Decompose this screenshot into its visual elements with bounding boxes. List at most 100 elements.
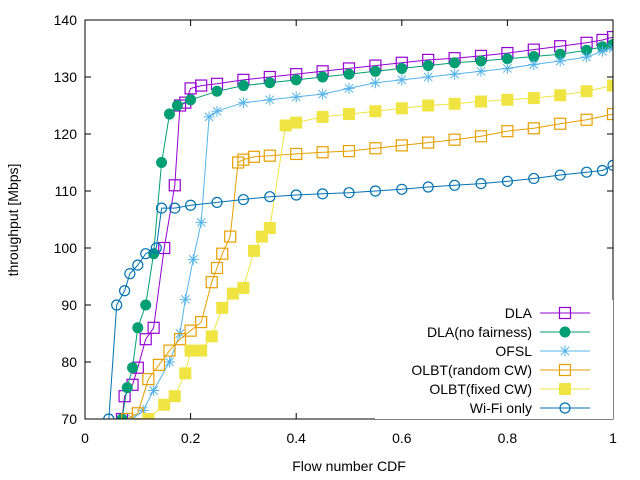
data-point <box>121 412 134 419</box>
data-point <box>607 159 613 171</box>
legend-marker <box>559 383 571 395</box>
data-point <box>580 166 593 178</box>
data-point <box>103 413 115 419</box>
data-point <box>155 202 168 214</box>
data-point <box>396 74 408 86</box>
data-point <box>396 183 408 195</box>
data-point <box>395 139 408 152</box>
data-point <box>237 80 249 92</box>
data-point <box>581 51 593 63</box>
data-point <box>581 44 593 56</box>
data-point <box>140 248 152 260</box>
data-point <box>195 344 208 357</box>
data-point <box>279 119 292 132</box>
y-tick-label: 130 <box>54 69 78 85</box>
legend-entry: DLA(no fairness) <box>427 324 590 340</box>
data-point <box>290 91 302 103</box>
data-point <box>264 191 276 203</box>
data-point <box>528 50 540 62</box>
legend-entry: OLBT(fixed CW) <box>429 381 590 397</box>
legend-label: OFSL <box>495 343 532 359</box>
data-point <box>554 55 566 67</box>
data-point <box>216 247 229 260</box>
y-tick-label: 110 <box>55 183 78 199</box>
data-point <box>580 113 593 126</box>
x-tick-label: 0 <box>81 430 89 446</box>
data-point <box>527 122 540 135</box>
data-point <box>111 299 123 311</box>
data-point <box>554 48 566 60</box>
series-2 <box>127 43 613 419</box>
data-point <box>184 324 197 337</box>
data-point <box>187 253 199 265</box>
data-point <box>501 53 513 65</box>
legend-label: DLA <box>505 305 533 321</box>
data-point <box>185 199 197 211</box>
data-point <box>211 105 223 117</box>
data-point <box>448 133 461 146</box>
data-point <box>168 390 181 403</box>
data-point <box>501 125 514 138</box>
data-point <box>528 58 540 70</box>
data-point <box>124 268 136 280</box>
data-point <box>179 293 191 305</box>
data-point <box>184 344 197 357</box>
data-point <box>237 97 249 109</box>
legend-entry: OLBT(random CW) <box>411 362 590 378</box>
data-point <box>142 413 155 419</box>
data-point <box>173 333 187 346</box>
data-point <box>224 230 237 243</box>
legend-entry: OFSL <box>495 343 590 359</box>
series-line <box>132 48 613 419</box>
data-point <box>237 193 249 206</box>
data-point <box>317 88 329 100</box>
data-point <box>158 241 171 255</box>
data-point <box>422 99 435 112</box>
data-point <box>290 189 302 201</box>
legend-label: DLA(no fairness) <box>427 324 532 340</box>
legend-marker <box>559 345 571 357</box>
data-point <box>596 164 609 177</box>
data-point <box>606 31 613 44</box>
data-point <box>195 79 208 92</box>
data-point <box>475 177 487 190</box>
data-point <box>171 100 183 111</box>
data-point <box>475 95 487 108</box>
legend: DLA DLA(no fairness) OFSL OLBT(random CW) OL… <box>375 300 613 419</box>
series-layer <box>103 31 613 419</box>
data-point <box>203 111 215 123</box>
data-point <box>158 398 171 411</box>
data-point <box>343 187 355 199</box>
data-point <box>142 373 155 386</box>
series-line <box>126 113 613 419</box>
data-point <box>118 285 131 297</box>
legend-entry: DLA <box>505 305 590 321</box>
data-point <box>343 68 355 80</box>
data-point <box>211 85 223 97</box>
data-point <box>127 362 139 374</box>
legend-marker <box>559 402 571 414</box>
data-point <box>449 57 461 69</box>
legend-entry: Wi-Fi only <box>470 400 590 416</box>
series-line <box>121 36 613 419</box>
data-point <box>554 169 566 181</box>
data-point <box>237 281 250 294</box>
data-point <box>396 62 408 74</box>
data-point <box>369 105 382 118</box>
data-point <box>148 385 160 396</box>
legend-background <box>375 300 613 419</box>
series-3 <box>121 107 613 419</box>
y-tick-label: 140 <box>54 12 78 28</box>
data-point <box>264 77 276 89</box>
data-point <box>527 92 540 105</box>
data-point <box>195 316 208 329</box>
x-tick-label: 0.8 <box>498 430 518 446</box>
data-point <box>395 102 408 115</box>
data-point <box>132 259 144 271</box>
data-point <box>343 108 355 121</box>
data-point <box>163 344 176 357</box>
legend-label: OLBT(random CW) <box>411 362 532 378</box>
data-point <box>121 382 133 394</box>
data-point <box>195 216 207 228</box>
